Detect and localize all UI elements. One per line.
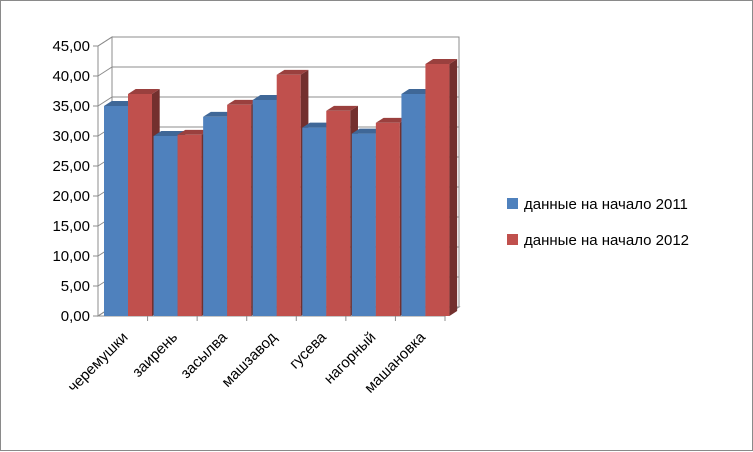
bar-top-1-4 <box>252 95 285 100</box>
bar-top-2-6 <box>375 117 408 123</box>
y-tick-label: 15,00 <box>52 218 90 235</box>
y-tick-label: 20,00 <box>52 188 90 205</box>
bar-1-2 <box>153 136 178 316</box>
bar-1-5 <box>302 127 327 316</box>
bar-1-7 <box>401 94 426 316</box>
y-tick-label: 25,00 <box>52 158 90 175</box>
x-category-label: заирень <box>129 329 181 381</box>
y-tick-label: 0,00 <box>61 308 90 325</box>
y-tick-label: 45,00 <box>52 38 90 55</box>
legend-swatch-2 <box>507 234 518 245</box>
bar-2-6 <box>375 122 400 316</box>
bar-top-2-5 <box>326 105 358 111</box>
bar-1-6 <box>351 133 376 316</box>
bar-top-2-4 <box>276 69 309 75</box>
y-tick-label: 35,00 <box>52 98 90 115</box>
bar-2-3 <box>227 104 252 316</box>
bar-side-2-7 <box>449 59 458 317</box>
bar-top-2-2 <box>177 129 210 135</box>
bar-1-3 <box>203 116 228 316</box>
bar-1-1 <box>104 106 128 316</box>
bar-top-1-5 <box>302 122 334 128</box>
bar-top-1-3 <box>203 111 235 117</box>
bar-top-1-7 <box>401 89 434 94</box>
x-category-label: гусева <box>286 328 330 372</box>
bar-2-2 <box>177 134 202 316</box>
x-category-label: черемушки <box>65 329 132 396</box>
legend-label-1: данные на начало 2011 <box>524 196 688 213</box>
y-tick-label: 30,00 <box>52 128 90 145</box>
legend-label-2: данные на начало 2012 <box>524 232 689 249</box>
y-tick-label: 5,00 <box>61 278 90 295</box>
bar-2-7 <box>425 64 450 316</box>
bar-2-5 <box>326 110 351 316</box>
bar-top-2-3 <box>227 99 259 105</box>
gridline <box>97 66 459 77</box>
gridline <box>97 96 459 107</box>
bar-top-1-6 <box>351 128 384 134</box>
bar-top-1-2 <box>153 131 186 136</box>
y-tick-label: 10,00 <box>52 248 90 265</box>
bar-top-1-1 <box>104 101 136 106</box>
gridline <box>97 36 459 47</box>
bar-2-4 <box>276 74 301 316</box>
bar-top-2-7 <box>425 59 458 64</box>
bar-2-1 <box>128 94 152 316</box>
bar-1-4 <box>252 100 277 316</box>
bar-top-2-1 <box>128 89 160 94</box>
legend-swatch-1 <box>507 198 518 209</box>
y-tick-label: 40,00 <box>52 68 90 85</box>
